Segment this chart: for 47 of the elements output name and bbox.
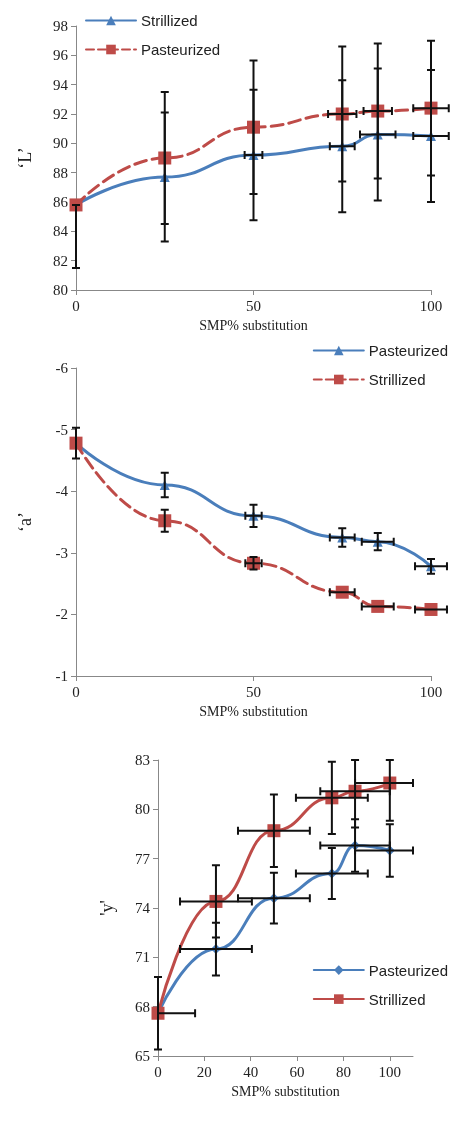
- x-tick-label: 80: [335, 1063, 351, 1080]
- x-axis-title: SMP% substitution: [199, 703, 308, 719]
- y-axis-title: ‘a’: [15, 512, 35, 532]
- legend-label: Strillized: [368, 371, 426, 388]
- y-tick-label: 65: [135, 1048, 150, 1064]
- y-tick-label: 80: [53, 282, 68, 298]
- y-tick-label: 80: [135, 801, 150, 818]
- x-tick-label: 0: [72, 297, 80, 314]
- y-axis-title: ‘L’: [15, 147, 35, 169]
- legend-label: Pasteurized: [368, 342, 449, 359]
- y-tick-label: 71: [135, 949, 150, 966]
- x-tick-label: 0: [154, 1063, 162, 1080]
- y-tick-label: 68: [135, 998, 150, 1015]
- x-tick-label: 60: [289, 1063, 305, 1080]
- x-tick-label: 0: [72, 683, 80, 700]
- x-tick-label: 100: [378, 1063, 402, 1080]
- y-tick-label: 84: [53, 223, 69, 240]
- y-tick-label: -1: [55, 668, 68, 684]
- y-tick-label: 98: [53, 18, 68, 34]
- y-axis-title: 'y': [97, 900, 117, 916]
- y-tick-label: 92: [53, 106, 68, 122]
- y-tick-label: -4: [55, 483, 69, 500]
- legend-label: Strillized: [141, 12, 198, 29]
- y-tick-label: -3: [55, 544, 68, 561]
- y-tick-label: 94: [53, 76, 69, 93]
- x-tick-label: 50: [246, 683, 261, 700]
- x-axis-title: SMP% substitution: [199, 317, 308, 333]
- y-tick-label: 86: [53, 194, 69, 210]
- y-tick-label: 83: [135, 752, 150, 768]
- y-tick-label: -5: [55, 421, 68, 438]
- legend-label: Pasteurized: [368, 961, 449, 979]
- x-axis-title: SMP% substitution: [231, 1083, 340, 1099]
- y-tick-label: 90: [53, 135, 68, 152]
- y-tick-label: -2: [55, 606, 68, 623]
- legend-label: Pasteurized: [141, 41, 221, 58]
- y-tick-label: 74: [135, 900, 151, 916]
- y-tick-label: 82: [53, 252, 68, 269]
- y-tick-label: -6: [55, 360, 69, 376]
- x-tick-label: 100: [419, 683, 443, 700]
- x-tick-label: 20: [196, 1063, 212, 1080]
- legend-label: Strillized: [368, 990, 426, 1008]
- y-tick-label: 96: [53, 47, 69, 64]
- y-tick-label: 77: [135, 850, 151, 867]
- x-tick-label: 50: [246, 297, 261, 314]
- x-tick-label: 100: [419, 297, 443, 314]
- x-tick-label: 40: [243, 1063, 259, 1080]
- y-tick-label: 88: [53, 164, 68, 181]
